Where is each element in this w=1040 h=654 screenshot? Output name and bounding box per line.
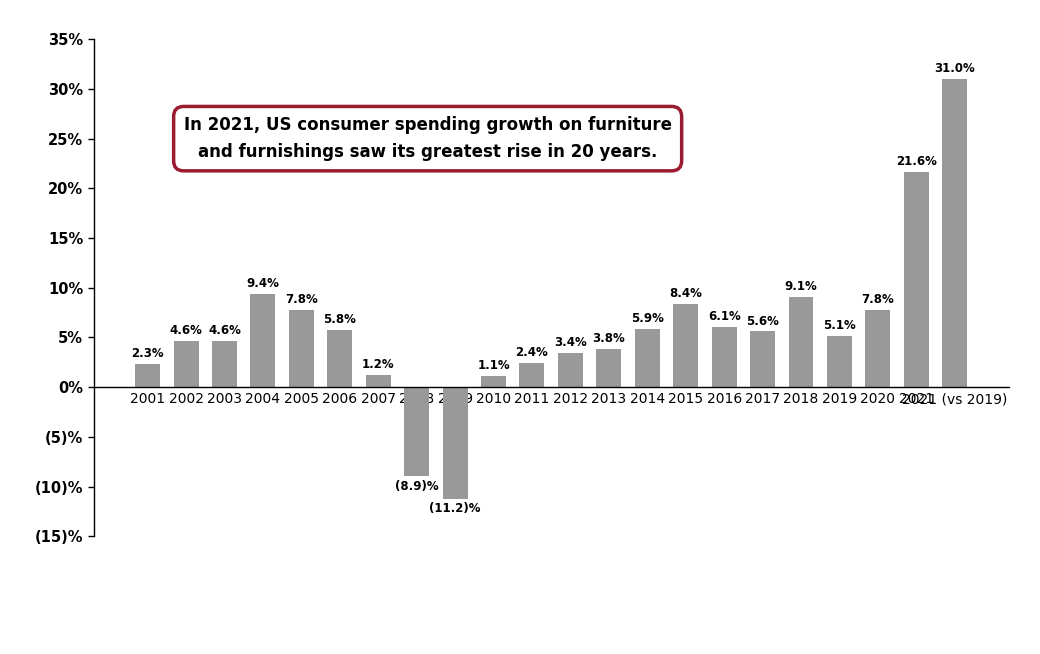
- Text: 2.3%: 2.3%: [131, 347, 164, 360]
- Bar: [251, 294, 276, 387]
- Bar: [443, 387, 468, 498]
- Text: 3.8%: 3.8%: [593, 332, 625, 345]
- Bar: [750, 332, 775, 387]
- Text: 1.2%: 1.2%: [362, 358, 394, 371]
- Text: 5.1%: 5.1%: [823, 320, 856, 332]
- Text: 31.0%: 31.0%: [934, 62, 976, 75]
- Bar: [405, 387, 430, 475]
- Text: 5.9%: 5.9%: [631, 311, 664, 324]
- Text: 7.8%: 7.8%: [861, 292, 894, 305]
- Bar: [174, 341, 199, 387]
- Bar: [942, 79, 967, 387]
- Text: 5.6%: 5.6%: [746, 315, 779, 328]
- Bar: [673, 303, 698, 387]
- Bar: [212, 341, 237, 387]
- Text: 9.4%: 9.4%: [246, 277, 280, 290]
- Text: In 2021, US consumer spending growth on furniture
and furnishings saw its greate: In 2021, US consumer spending growth on …: [184, 116, 672, 161]
- Text: 6.1%: 6.1%: [708, 309, 740, 322]
- Bar: [711, 326, 736, 387]
- Bar: [865, 309, 890, 387]
- Text: 4.6%: 4.6%: [170, 324, 203, 337]
- Text: 7.8%: 7.8%: [285, 292, 318, 305]
- Text: 21.6%: 21.6%: [895, 156, 937, 169]
- Bar: [520, 364, 545, 387]
- Bar: [366, 375, 391, 387]
- Bar: [904, 173, 929, 387]
- Text: 4.6%: 4.6%: [208, 324, 241, 337]
- Text: 9.1%: 9.1%: [784, 280, 817, 293]
- Bar: [328, 330, 353, 387]
- Text: 1.1%: 1.1%: [477, 359, 510, 372]
- Text: 3.4%: 3.4%: [554, 336, 587, 349]
- Text: 2.4%: 2.4%: [516, 347, 548, 359]
- Text: 5.8%: 5.8%: [323, 313, 357, 326]
- Bar: [289, 309, 314, 387]
- Text: 8.4%: 8.4%: [670, 286, 702, 300]
- Bar: [135, 364, 160, 387]
- Text: (11.2)%: (11.2)%: [430, 502, 480, 515]
- Text: (8.9)%: (8.9)%: [395, 479, 439, 492]
- Bar: [634, 328, 659, 387]
- Bar: [557, 353, 582, 387]
- Bar: [788, 297, 813, 387]
- Bar: [827, 336, 852, 387]
- Bar: [482, 376, 506, 387]
- Bar: [596, 349, 621, 387]
